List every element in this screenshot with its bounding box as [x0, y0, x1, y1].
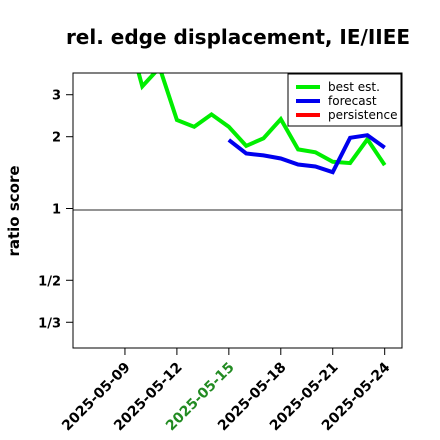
legend-label-best-est: best est. — [328, 80, 380, 94]
y-tick-label: 3 — [52, 89, 61, 104]
series-line-best-est — [136, 73, 387, 167]
y-axis: 3 2 1 1/2 1/3 — [38, 89, 73, 331]
x-axis: 2025-05-092025-05-122025-05-152025-05-18… — [59, 348, 394, 434]
legend-label-persistence: persistence — [328, 108, 397, 122]
series-layer — [136, 73, 387, 175]
series-line-forecast — [227, 133, 386, 175]
y-tick-label: 1/2 — [38, 274, 61, 289]
y-axis-label: ratio score — [5, 165, 23, 256]
y-tick-label: 2 — [52, 131, 61, 146]
y-tick-label: 1/3 — [38, 316, 61, 331]
chart-title: rel. edge displacement, IE/IIEE — [66, 25, 410, 49]
plot-frame — [72, 72, 403, 349]
legend-label-forecast: forecast — [328, 94, 377, 108]
y-tick-label: 1 — [52, 202, 61, 217]
